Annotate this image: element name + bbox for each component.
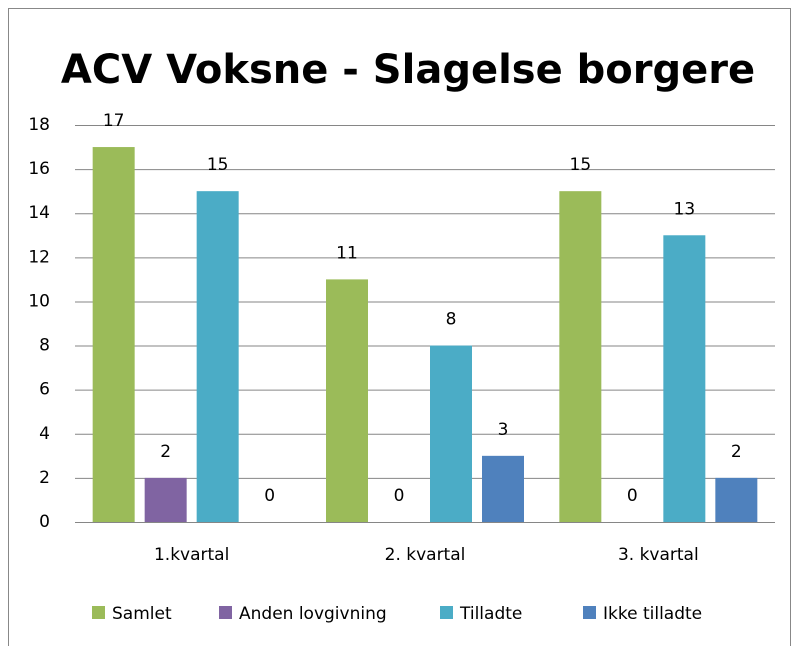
data-label: 13	[674, 199, 696, 219]
legend-swatch	[92, 606, 105, 619]
bar	[559, 191, 602, 522]
y-tick-label: 14	[28, 203, 50, 223]
bar	[326, 279, 368, 522]
y-tick-label: 18	[28, 115, 50, 135]
bar	[715, 477, 758, 522]
y-tick-label: 8	[39, 336, 50, 356]
legend-label: Tilladte	[459, 604, 522, 624]
data-label: 0	[627, 486, 638, 506]
legend-swatch	[219, 606, 232, 619]
data-label: 15	[207, 155, 229, 175]
bar	[92, 147, 135, 523]
data-label: 15	[570, 155, 592, 175]
bar	[196, 191, 239, 522]
y-tick-label: 10	[28, 291, 50, 311]
chart-title: ACV Voksne - Slagelse borgere	[61, 47, 755, 93]
data-label: 0	[264, 486, 275, 506]
x-tick-label: 2. kvartal	[385, 545, 466, 565]
data-label: 2	[731, 442, 742, 462]
y-tick-label: 2	[39, 468, 50, 488]
legend-label: Samlet	[112, 604, 172, 624]
data-label: 11	[336, 243, 358, 263]
x-tick-label: 1.kvartal	[154, 545, 229, 565]
bar	[144, 477, 187, 522]
legend-swatch	[440, 606, 453, 619]
data-label: 8	[446, 310, 457, 330]
legend-label: Ikke tilladte	[603, 604, 702, 624]
y-tick-label: 12	[28, 247, 50, 267]
y-tick-label: 0	[39, 512, 50, 532]
data-label: 3	[498, 420, 509, 440]
legend-label: Anden lovgivning	[239, 604, 387, 624]
y-tick-label: 6	[39, 380, 50, 400]
bar	[430, 345, 472, 522]
chart-border	[8, 8, 791, 646]
legend-swatch	[583, 606, 596, 619]
bar	[482, 455, 524, 522]
bar	[663, 235, 706, 522]
data-label: 17	[103, 111, 125, 131]
data-label: 0	[394, 486, 405, 506]
data-label: 2	[160, 442, 171, 462]
y-tick-label: 16	[28, 159, 50, 179]
y-tick-label: 4	[39, 424, 50, 444]
x-tick-label: 3. kvartal	[618, 545, 699, 565]
